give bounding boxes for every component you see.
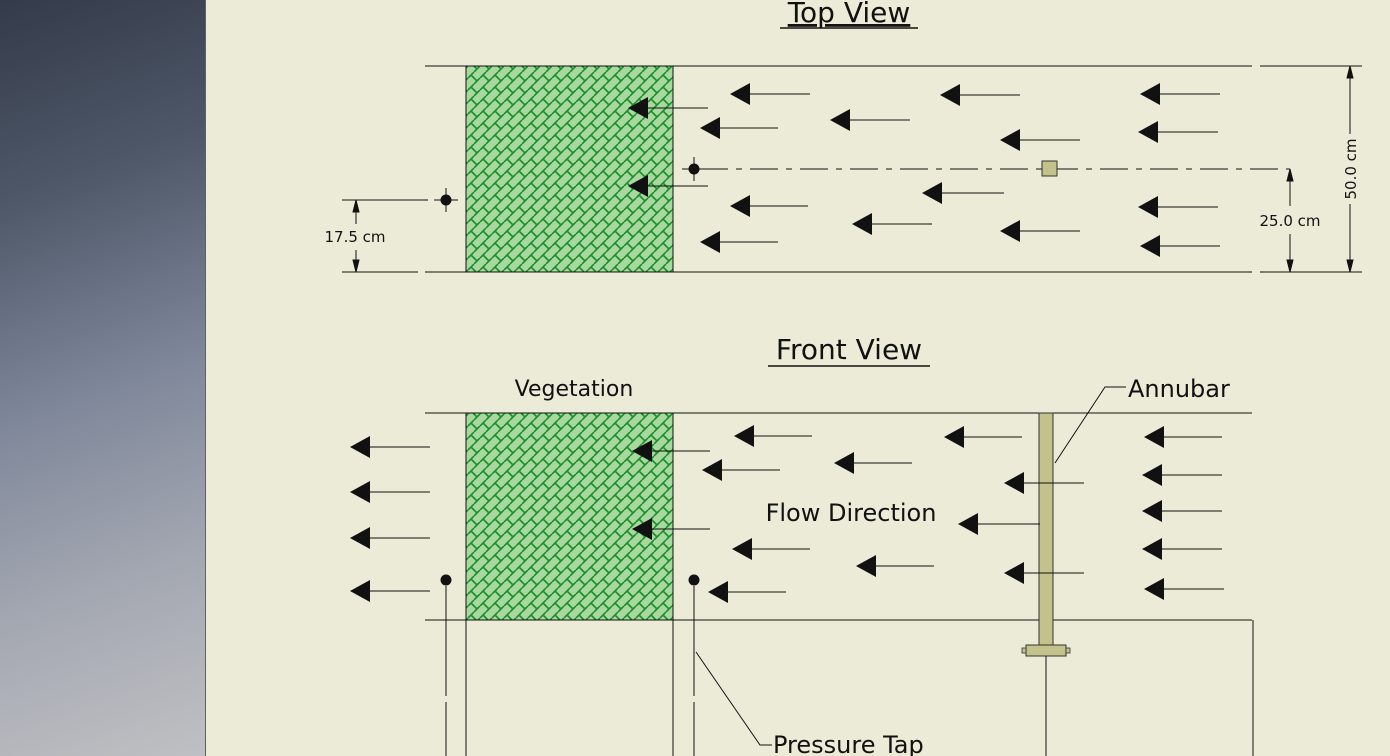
flow-arrow <box>732 538 810 560</box>
flow-arrow <box>834 452 912 474</box>
flow-direction-label: Flow Direction <box>766 499 937 527</box>
dimension-25-0 <box>1286 168 1294 273</box>
flow-arrow <box>628 97 708 119</box>
drawing-canvas <box>206 0 1390 756</box>
annubar-leader-line <box>1054 386 1126 464</box>
pressure-tap-leader-line <box>695 651 772 746</box>
flow-arrow <box>1004 562 1084 584</box>
flow-arrow <box>350 527 430 549</box>
dimension-50-0 <box>1346 65 1354 273</box>
dimension-25-0-label: 25.0 cm <box>1259 212 1320 230</box>
dimension-17-5 <box>342 199 428 273</box>
top-view-title: Top View <box>787 0 911 29</box>
flow-arrow <box>350 481 430 503</box>
flow-arrow <box>1138 196 1218 218</box>
flow-arrow <box>700 231 778 253</box>
flow-arrow <box>1004 472 1084 494</box>
flow-arrow <box>628 175 708 197</box>
dimension-17-5-label: 17.5 cm <box>324 228 385 246</box>
top-view-pressure-tap-upstream <box>682 157 706 181</box>
flow-arrow <box>632 518 710 540</box>
flow-arrow <box>940 84 1020 106</box>
flow-arrow <box>1142 538 1222 560</box>
vegetation-label: Vegetation <box>515 377 634 402</box>
flow-arrow <box>1142 464 1222 486</box>
flow-arrow <box>734 425 812 447</box>
flow-arrow <box>1000 129 1080 151</box>
top-view-annubar <box>1041 160 1058 177</box>
flow-arrow <box>730 195 808 217</box>
flow-arrow <box>1144 578 1224 600</box>
flow-arrow <box>632 440 710 462</box>
flow-arrow <box>730 83 810 105</box>
flow-arrow <box>1140 235 1220 257</box>
annubar-label: Annubar <box>1128 375 1230 403</box>
flow-arrow <box>1000 220 1080 242</box>
flow-arrow <box>700 117 778 139</box>
flow-arrow <box>350 580 430 602</box>
flow-arrow <box>830 109 910 131</box>
dimension-50-0-label: 50.0 cm <box>1342 138 1360 199</box>
left-panel-gradient <box>0 0 206 756</box>
flow-arrow <box>350 436 430 458</box>
flow-arrow <box>1142 500 1222 522</box>
flow-arrow <box>958 513 1040 535</box>
front-view-title: Front View <box>776 333 922 366</box>
front-view-pressure-tap-upstream <box>672 574 700 756</box>
flow-arrow <box>708 581 786 603</box>
top-view-flow-arrows <box>628 83 1220 257</box>
flow-arrow <box>1140 83 1220 105</box>
top-view-vegetation-patch <box>465 65 674 273</box>
front-view-pressure-tap-downstream <box>440 574 467 756</box>
front-view-flow-arrows <box>350 425 1224 603</box>
flow-arrow <box>1144 426 1222 448</box>
flow-arrow <box>922 182 1004 204</box>
flow-arrow <box>1138 121 1218 143</box>
top-view-pressure-tap-downstream <box>434 188 458 212</box>
front-view-vegetation-patch <box>465 412 674 621</box>
pressure-tap-label: Pressure Tap <box>773 731 924 756</box>
flow-arrow <box>852 213 932 235</box>
flow-arrow <box>944 426 1022 448</box>
flow-arrow <box>702 459 780 481</box>
front-view-annubar <box>1021 412 1071 756</box>
flow-arrow <box>856 555 934 577</box>
